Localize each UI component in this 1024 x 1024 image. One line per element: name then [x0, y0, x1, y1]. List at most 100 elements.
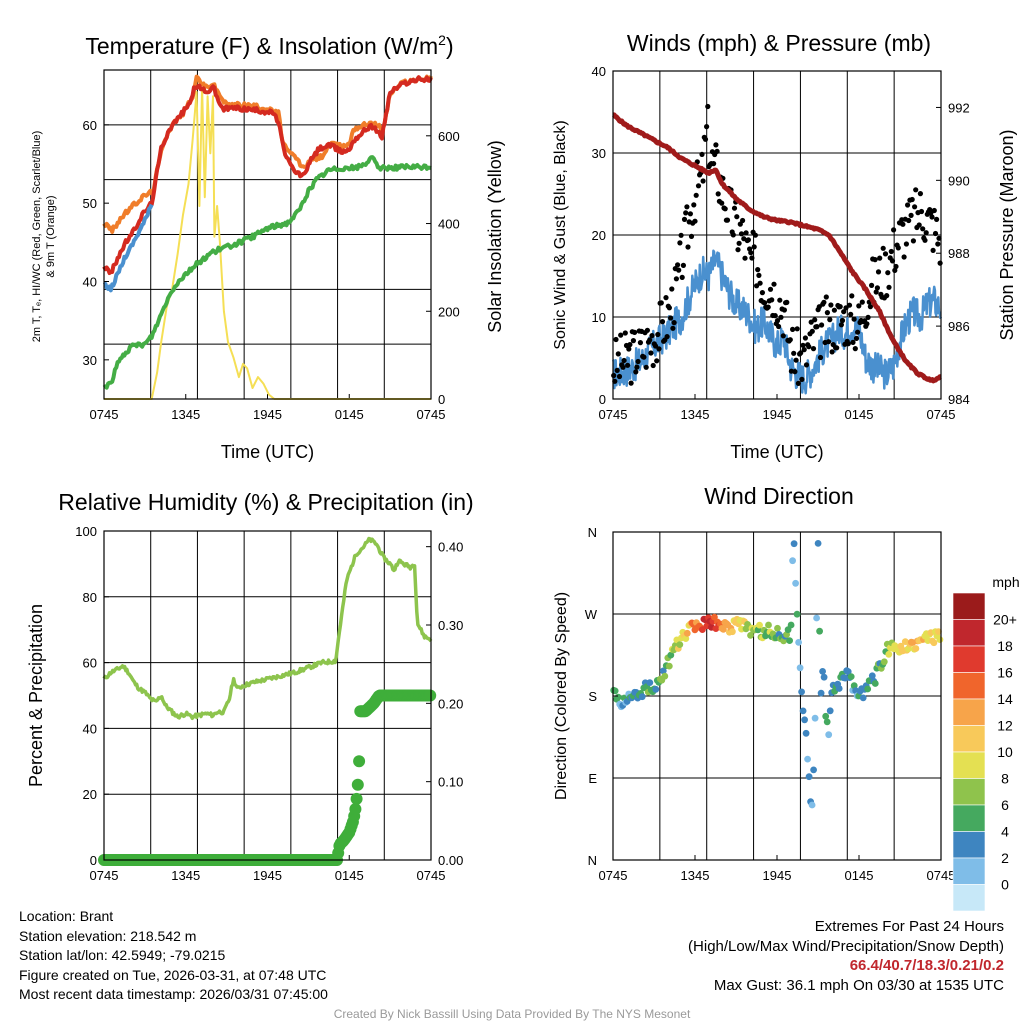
gust-dot: [888, 248, 894, 255]
gust-dot: [652, 343, 659, 349]
colorbar-label: 6: [1001, 797, 1009, 813]
gust-dot: [673, 276, 680, 282]
gust-dot: [743, 230, 749, 236]
gust-dot: [834, 345, 840, 351]
precip-dot: [424, 689, 437, 702]
x-tick-label: 0745: [927, 868, 956, 883]
gust-dot: [762, 300, 768, 306]
gust-dot: [814, 324, 820, 330]
colorbar-unit: mph: [992, 574, 1019, 590]
colorbar-label: 2: [1001, 850, 1009, 866]
y2-tick-label: 986: [948, 319, 970, 334]
chart-title: Temperature (F) & Insolation (W/m2): [85, 32, 453, 59]
gust-dot: [827, 317, 833, 323]
gust-dot: [635, 358, 641, 365]
extremes-values: 66.4/40.7/18.3/0.21/0.2: [849, 957, 1004, 974]
plot-border: [103, 69, 432, 400]
gust-dot: [918, 208, 925, 215]
direction-dot: [711, 613, 718, 621]
y2-tick-label: 200: [438, 304, 460, 319]
x-tick-label: 0145: [335, 407, 364, 422]
direction-dot: [661, 672, 669, 680]
gust-dot: [759, 290, 766, 296]
gust-dot: [875, 269, 882, 275]
gust-dot: [684, 204, 690, 210]
x-tick-label: 0745: [927, 407, 956, 422]
gust-dot: [634, 364, 640, 370]
direction-dot: [816, 627, 823, 635]
gust-dot: [724, 217, 731, 223]
y-tick-label: 20: [592, 228, 606, 243]
gust-dot: [692, 218, 698, 224]
series-line-dewpoint: [102, 155, 432, 390]
x-tick-label: 1945: [253, 868, 282, 883]
gust-dot: [711, 161, 717, 167]
direction-dot: [614, 693, 622, 701]
x-tick-label: 0145: [335, 868, 364, 883]
station-location: Location: Brant: [19, 908, 114, 924]
gust-dot: [853, 335, 860, 341]
gust-dot: [810, 346, 817, 352]
gust-dot: [901, 254, 907, 260]
y2-tick-label: 0.40: [438, 540, 463, 555]
gust-dot: [702, 136, 709, 142]
gust-dot: [906, 217, 912, 224]
gust-dot: [930, 247, 936, 253]
gust-dot: [680, 262, 687, 268]
y-axis-label-line: & 9m T (Orange): [45, 195, 57, 277]
wind-pressure-panel: 0745 1345 1945 0145 074501020304098498698899…: [552, 30, 1017, 462]
direction-dot: [683, 629, 691, 637]
gust-dot: [632, 329, 638, 335]
gust-dot: [849, 293, 855, 299]
direction-dot: [789, 557, 796, 565]
gust-dot: [648, 350, 654, 356]
y-axis-label-line: 2m T, Tₑ, HI/WC (Red, Green, Scarlet/Blu…: [31, 131, 43, 343]
gust-dot: [824, 310, 831, 316]
direction-dot: [765, 621, 772, 629]
y-tick-label: 100: [75, 524, 97, 539]
direction-dot: [667, 651, 675, 659]
gust-dot: [790, 326, 796, 332]
colorbar-label: 10: [997, 744, 1013, 760]
x-axis-label: Time (UTC): [221, 442, 314, 462]
series-line-2m-t: [102, 75, 433, 275]
gust-dot: [817, 354, 824, 361]
gust-dot: [909, 196, 915, 203]
x-axis-label: Time (UTC): [730, 442, 823, 462]
gust-dot: [856, 303, 862, 309]
colorbar-label: 18: [997, 638, 1013, 654]
gust-dot: [658, 300, 664, 306]
gust-dot: [895, 245, 901, 251]
gust-dot: [873, 289, 879, 295]
gust-dot: [677, 240, 683, 246]
colorbar-swatch: [952, 751, 986, 779]
gust-dot: [903, 241, 910, 247]
direction-dot: [864, 685, 872, 693]
gust-dot: [865, 314, 871, 320]
gust-dot: [801, 347, 807, 353]
gust-dot: [655, 331, 661, 338]
gust-dot: [751, 244, 757, 250]
x-tick-label: 0145: [845, 868, 874, 883]
gust-dot: [752, 232, 759, 238]
temperature-panel: 0745 1345 1945 0145 0745304050600200400600Te…: [31, 32, 505, 462]
extremes-legend: (High/Low/Max Wind/Precipitation/Snow De…: [688, 937, 1004, 955]
direction-dot: [682, 635, 690, 642]
y2-tick-label: 400: [438, 217, 460, 232]
gust-dot: [714, 148, 720, 154]
y-tick-label: 10: [592, 310, 606, 325]
x-tick-label: 0745: [417, 407, 446, 422]
y2-axis-label: Station Pressure (Maroon): [997, 129, 1017, 340]
y2-tick-label: 0.10: [438, 775, 463, 790]
gust-dot: [799, 376, 805, 382]
colorbar-swatch: [952, 672, 986, 700]
direction-dot: [880, 658, 888, 666]
gust-dot: [664, 334, 670, 340]
gust-dot: [932, 230, 939, 237]
direction-dot: [796, 664, 804, 672]
x-tick-label: 1345: [171, 407, 200, 422]
credit-line: Created By Nick Bassill Using Data Provi…: [333, 1007, 691, 1021]
gust-dot: [616, 373, 623, 380]
direction-dot: [813, 614, 820, 622]
